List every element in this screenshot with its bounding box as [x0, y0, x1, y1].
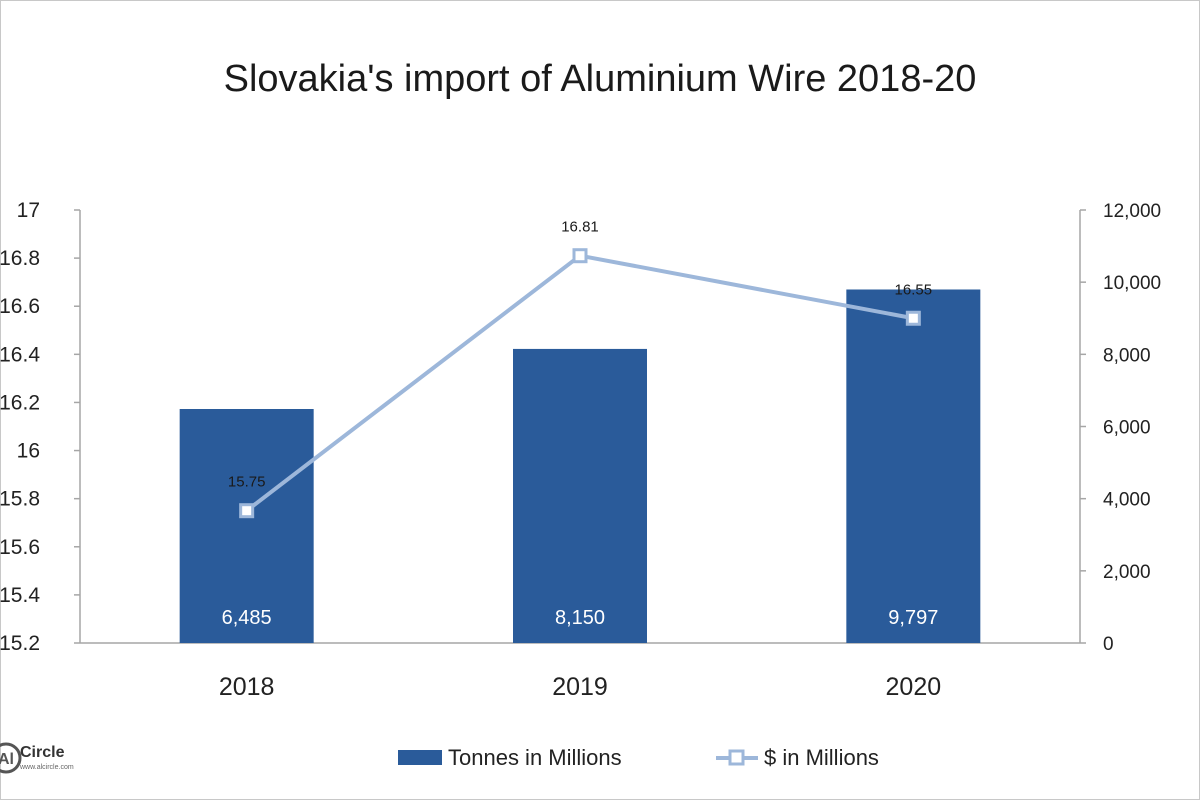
- line-marker: [905, 310, 921, 326]
- x-axis-category-label: 2019: [552, 673, 608, 701]
- line-data-label: 16.81: [561, 219, 599, 236]
- right-axis-tick-label: 12,000: [1103, 201, 1161, 222]
- left-axis-tick-label: 15.8: [0, 488, 40, 511]
- legend-label-dollars: $ in Millions: [764, 745, 879, 770]
- right-axis-tick-label: 6,000: [1103, 418, 1151, 439]
- line-data-label: 15.75: [228, 474, 266, 491]
- left-axis-tick-label: 15.4: [0, 584, 40, 607]
- axes: 17 16.8 16.6 16.4 16.2 16 15.8 15.6 15.4 15.2 12,0…: [0, 199, 1161, 701]
- legend-label-tonnes: Tonnes in Millions: [448, 745, 622, 770]
- right-axis-tick-label: 0: [1103, 634, 1114, 655]
- legend-swatch-bar: [398, 750, 442, 765]
- bars-group: [179, 289, 981, 643]
- alcircle-logo: Al: [0, 742, 22, 774]
- right-axis-tick-label: 10,000: [1103, 273, 1161, 294]
- legend-swatch-marker: [728, 749, 745, 766]
- bar: [513, 348, 647, 643]
- bar-data-label: 8,150: [555, 607, 605, 629]
- left-axis-tick-label: 16.8: [0, 247, 40, 270]
- bar-data-label: 9,797: [888, 607, 938, 629]
- right-axis-tick-label: 8,000: [1103, 345, 1151, 366]
- line-data-label: 16.55: [895, 281, 933, 298]
- svg-text:Al: Al: [0, 751, 14, 768]
- x-axis-category-label: 2018: [219, 673, 275, 701]
- legend: Tonnes in Millions $ in Millions: [398, 745, 879, 770]
- bar: [846, 289, 981, 643]
- chart-title: Slovakia's import of Aluminium Wire 2018…: [223, 58, 977, 100]
- x-axis-category-label: 2020: [886, 673, 942, 701]
- right-axis-tick-label: 2,000: [1103, 562, 1151, 583]
- left-axis-tick-label: 15.6: [0, 536, 40, 559]
- left-axis-tick-label: 16.4: [0, 343, 40, 366]
- labels-group: 6,485 8,150 9,797 15.75 16.81 16.55: [222, 219, 939, 629]
- left-axis-tick-label: 16: [17, 440, 40, 463]
- left-axis-tick-label: 17: [17, 199, 40, 222]
- left-axis-tick-label: 16.6: [0, 295, 40, 318]
- left-axis-tick-label: 16.2: [0, 391, 40, 414]
- bar-data-label: 6,485: [222, 607, 272, 629]
- left-axis-tick-label: 15.2: [0, 632, 40, 655]
- line-series-group: [239, 248, 921, 519]
- logo-wordmark: Circle: [20, 744, 65, 761]
- logo-url: www.alcircle.com: [20, 764, 74, 771]
- right-axis-tick-label: 4,000: [1103, 490, 1151, 511]
- line-marker: [239, 503, 255, 519]
- line-marker: [572, 248, 588, 264]
- bar: [179, 408, 314, 643]
